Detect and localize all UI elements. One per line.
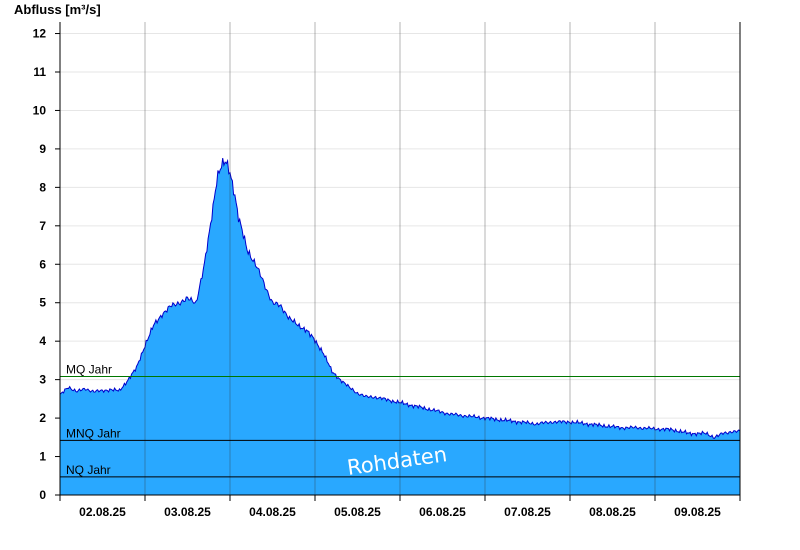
y-tick-label: 0: [39, 488, 46, 502]
y-tick-label: 6: [39, 257, 46, 271]
x-tick-label: 06.08.25: [419, 505, 466, 519]
y-tick-label: 3: [39, 373, 46, 387]
y-tick-label: 5: [39, 296, 46, 310]
x-tick-label: 08.08.25: [589, 505, 636, 519]
y-tick-label: 2: [39, 411, 46, 425]
y-axis-label: Abfluss [m³/s]: [14, 2, 101, 17]
y-tick-label: 11: [33, 65, 46, 79]
y-tick-label: 12: [33, 27, 47, 41]
x-tick-label: 07.08.25: [504, 505, 551, 519]
y-tick-label: 8: [39, 180, 46, 194]
x-tick-label: 04.08.25: [249, 505, 296, 519]
x-tick-label: 02.08.25: [79, 505, 126, 519]
y-tick-label: 4: [39, 334, 46, 348]
reference-lines: MQ Jahr MNQ Jahr NQ Jahr: [60, 363, 740, 478]
y-tick-label: 9: [39, 142, 46, 156]
reference-line-label: NQ Jahr: [66, 463, 111, 477]
reference-line-label: MNQ Jahr: [66, 426, 121, 440]
x-tick-label: 05.08.25: [334, 505, 381, 519]
y-tick-label: 10: [33, 103, 47, 117]
day-separator-lines: [144, 22, 656, 495]
y-tick-label: 1: [39, 450, 46, 464]
x-tick-label: 09.08.25: [674, 505, 721, 519]
x-axis-ticks: 02.08.25 03.08.25 04.08.25 05.08.25 06.08.25…: [59, 495, 741, 519]
x-tick-label: 03.08.25: [164, 505, 211, 519]
reference-line-label: MQ Jahr: [66, 363, 112, 377]
y-tick-label: 7: [39, 219, 46, 233]
